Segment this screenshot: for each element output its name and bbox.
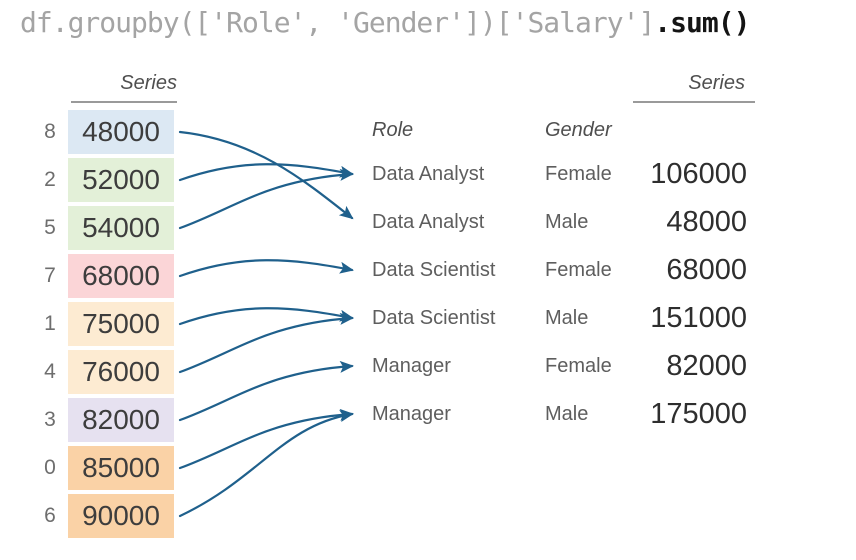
row-index: 6 bbox=[44, 504, 56, 527]
row-index: 7 bbox=[44, 264, 56, 287]
group-mapping-arrow bbox=[178, 307, 354, 326]
gender-cell: Female bbox=[545, 259, 612, 281]
left-series-column: 8 48000 2 52000 5 54000 7 68000 1 75000 … bbox=[40, 110, 174, 542]
series-value-cell: 82000 bbox=[68, 398, 174, 442]
series-value-cell: 52000 bbox=[68, 158, 174, 202]
row-index: 3 bbox=[44, 408, 56, 431]
gender-cell: Male bbox=[545, 307, 589, 329]
gender-cell: Female bbox=[545, 355, 612, 377]
series-row: 5 54000 bbox=[40, 206, 174, 250]
series-value-cell: 85000 bbox=[68, 446, 174, 490]
series-row: 2 52000 bbox=[40, 158, 174, 202]
sum-value-cell: 68000 bbox=[666, 254, 747, 286]
group-mapping-arrow bbox=[178, 168, 354, 230]
role-cell: Data Analyst bbox=[372, 163, 485, 185]
series-value-cell: 54000 bbox=[68, 206, 174, 250]
series-value-cell: 90000 bbox=[68, 494, 174, 538]
row-index: 2 bbox=[44, 168, 56, 191]
left-series-underline bbox=[71, 101, 177, 103]
gender-cell: Male bbox=[545, 403, 589, 425]
series-row: 4 76000 bbox=[40, 350, 174, 394]
sum-value-cell: 48000 bbox=[666, 206, 747, 238]
row-index: 1 bbox=[44, 312, 56, 335]
result-row: Manager Female 82000 bbox=[372, 344, 747, 388]
series-value-cell: 76000 bbox=[68, 350, 174, 394]
series-row: 7 68000 bbox=[40, 254, 174, 298]
role-cell: Data Analyst bbox=[372, 211, 485, 233]
series-value-cell: 75000 bbox=[68, 302, 174, 346]
result-row: Data Analyst Female 106000 bbox=[372, 152, 747, 196]
row-index: 0 bbox=[44, 456, 56, 479]
role-cell: Manager bbox=[372, 403, 451, 425]
group-mapping-arrow bbox=[178, 408, 354, 470]
gender-header: Gender bbox=[545, 119, 612, 141]
role-header: Role bbox=[372, 119, 414, 141]
series-row: 0 85000 bbox=[40, 446, 174, 490]
group-mapping-arrow bbox=[178, 163, 354, 182]
group-mapping-arrow bbox=[178, 259, 354, 278]
result-series-header: Series bbox=[688, 72, 745, 94]
series-row: 8 48000 bbox=[40, 110, 174, 154]
sum-value-cell: 175000 bbox=[650, 398, 747, 430]
sum-value-cell: 151000 bbox=[650, 302, 747, 334]
left-series-header: Series bbox=[120, 72, 177, 94]
group-mapping-arrow bbox=[178, 130, 354, 220]
series-value-cell: 48000 bbox=[68, 110, 174, 154]
gender-cell: Female bbox=[545, 163, 612, 185]
series-row: 1 75000 bbox=[40, 302, 174, 346]
group-mapping-arrow bbox=[178, 360, 354, 422]
result-row: Data Analyst Male 48000 bbox=[372, 200, 747, 244]
series-value-cell: 68000 bbox=[68, 254, 174, 298]
result-table: Data Analyst Female 106000 Data Analyst … bbox=[372, 152, 747, 440]
role-cell: Data Scientist bbox=[372, 307, 496, 329]
sum-value-cell: 82000 bbox=[666, 350, 747, 382]
result-row: Data Scientist Male 151000 bbox=[372, 296, 747, 340]
series-row: 6 90000 bbox=[40, 494, 174, 538]
row-index: 4 bbox=[44, 360, 56, 383]
code-title: df.groupby(['Role', 'Gender'])['Salary']… bbox=[20, 6, 750, 39]
result-series-underline bbox=[633, 101, 755, 103]
row-index: 5 bbox=[44, 216, 56, 239]
row-index: 8 bbox=[44, 120, 56, 143]
group-mapping-arrow bbox=[178, 312, 354, 374]
gender-cell: Male bbox=[545, 211, 589, 233]
result-row: Data Scientist Female 68000 bbox=[372, 248, 747, 292]
role-cell: Data Scientist bbox=[372, 259, 496, 281]
code-sum-call: .sum() bbox=[654, 6, 750, 39]
series-row: 3 82000 bbox=[40, 398, 174, 442]
sum-value-cell: 106000 bbox=[650, 158, 747, 190]
code-groupby-expression: df.groupby(['Role', 'Gender'])['Salary'] bbox=[20, 6, 655, 39]
role-cell: Manager bbox=[372, 355, 451, 377]
result-row: Manager Male 175000 bbox=[372, 392, 747, 436]
group-mapping-arrow bbox=[178, 410, 354, 518]
